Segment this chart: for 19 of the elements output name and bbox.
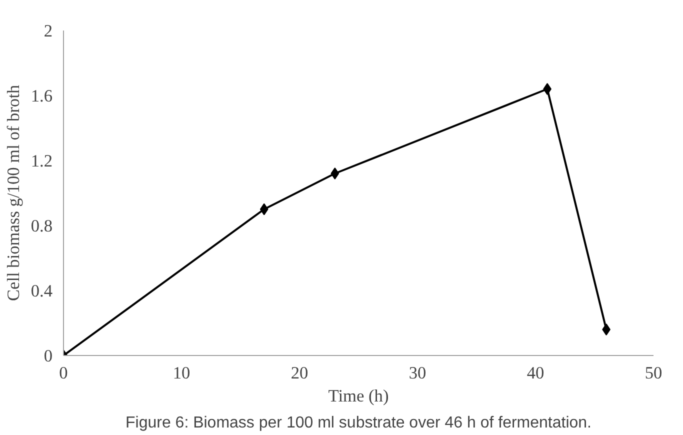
x-tick-label: 10 [172, 364, 190, 382]
y-axis-title: Cell biomass g/100 ml of broth [4, 84, 23, 302]
x-axis-title: Time (h) [328, 386, 389, 406]
x-tick-label: 20 [290, 364, 308, 382]
y-tick-label: 0 [44, 346, 53, 366]
point [602, 324, 610, 336]
x-tick-label: 0 [59, 364, 68, 382]
point [543, 83, 552, 95]
x-tick-label: 50 [644, 364, 662, 382]
y-tick-label: 2 [44, 22, 53, 40]
y-tick-label: 0.4 [30, 282, 53, 300]
point [260, 203, 268, 216]
x-tick-label: 40 [526, 364, 544, 382]
y-tick-label: 0.8 [30, 216, 53, 236]
y-tick-label: 1.2 [30, 152, 53, 170]
point [330, 168, 340, 180]
y-tick-label: 1.6 [30, 86, 53, 106]
caption: Figure 6: Biomass per 100 ml substrate over 46 h of fermentation. [125, 414, 592, 432]
x-tick-label: 30 [408, 364, 426, 382]
